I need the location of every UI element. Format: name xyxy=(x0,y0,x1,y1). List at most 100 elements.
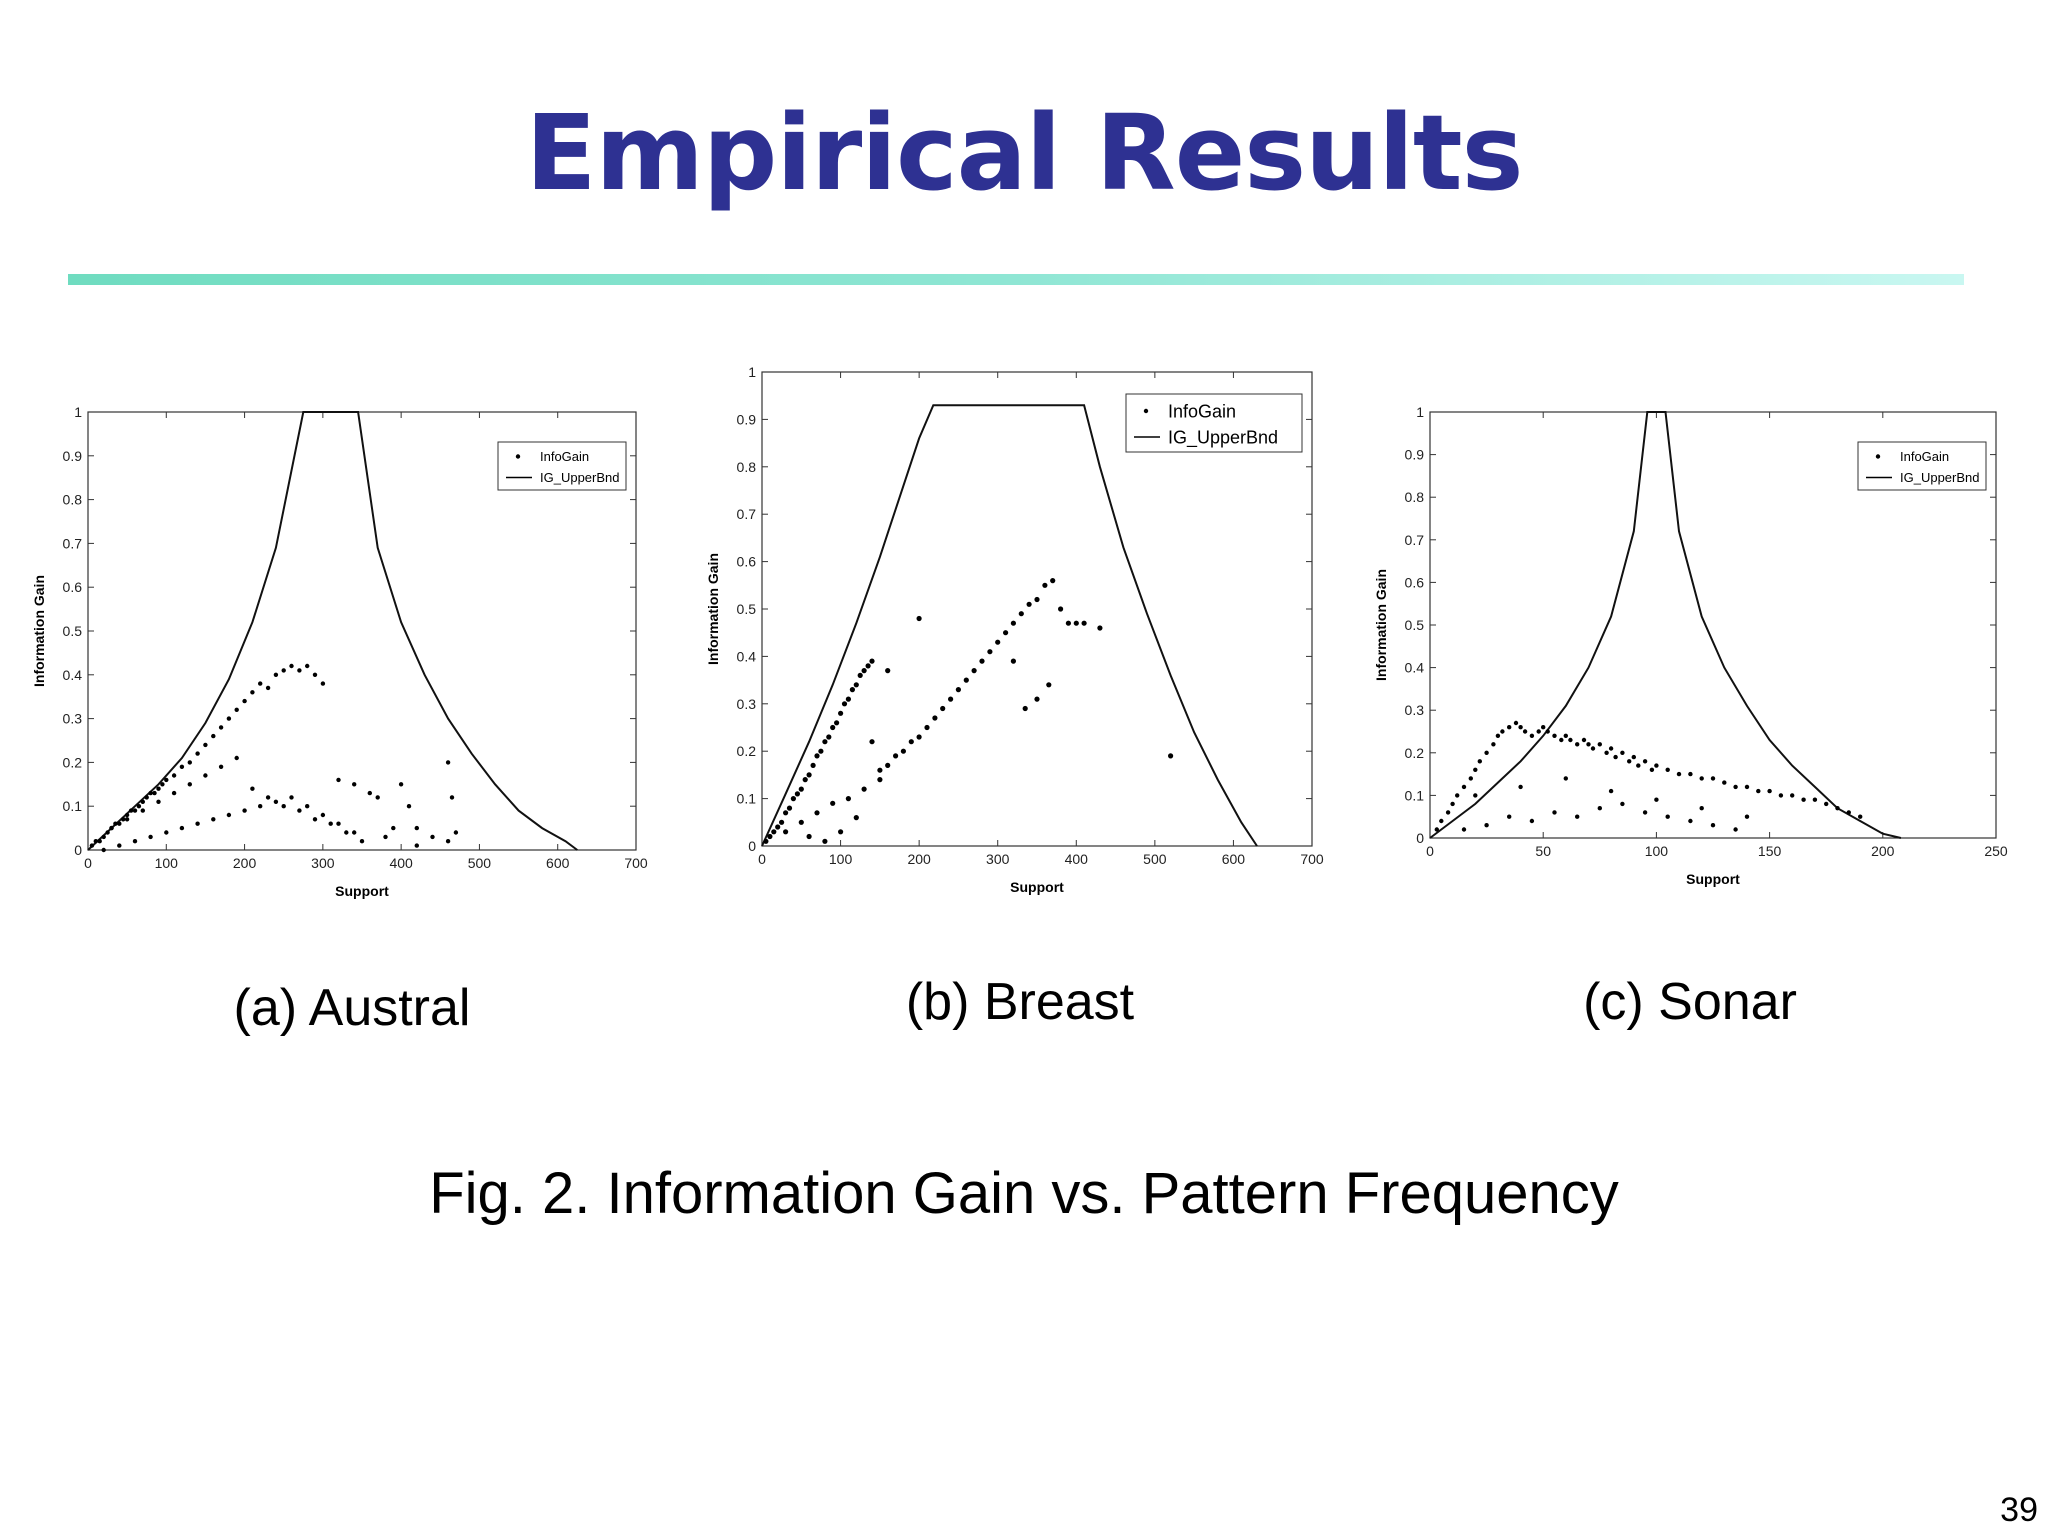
series-points-infogain xyxy=(763,578,1174,844)
data-point xyxy=(1627,759,1632,764)
x-tick-label: 600 xyxy=(1222,851,1246,867)
data-point xyxy=(445,760,451,765)
data-point xyxy=(297,668,302,673)
data-point xyxy=(109,825,114,831)
data-point xyxy=(1518,784,1523,790)
data-point xyxy=(1620,750,1625,755)
figure-caption: Fig. 2. Information Gain vs. Pattern Fre… xyxy=(429,1161,1619,1226)
data-point xyxy=(1034,596,1040,603)
data-point xyxy=(414,825,419,831)
x-tick-label: 250 xyxy=(1984,843,2008,859)
legend-label: InfoGain xyxy=(540,449,589,464)
data-point xyxy=(179,825,185,831)
data-point xyxy=(810,762,816,768)
legend-label: IG_UpperBnd xyxy=(1900,470,1980,485)
x-axis-label: Support xyxy=(1686,871,1740,887)
data-point xyxy=(344,830,349,835)
data-point xyxy=(841,701,848,707)
series-line-upper-bound xyxy=(1429,411,1902,839)
x-axis-label: Support xyxy=(335,883,389,899)
data-point xyxy=(1522,729,1528,734)
data-point xyxy=(877,777,883,783)
data-point xyxy=(1081,620,1087,626)
data-point xyxy=(763,838,769,844)
data-point xyxy=(1824,801,1829,807)
x-tick-label: 50 xyxy=(1535,843,1551,859)
data-point xyxy=(187,760,192,765)
data-point xyxy=(845,696,851,702)
data-point xyxy=(1710,776,1716,781)
data-point xyxy=(767,833,773,840)
data-point xyxy=(1744,814,1750,819)
data-point xyxy=(1559,737,1564,743)
data-point xyxy=(865,663,871,669)
data-point xyxy=(1767,788,1772,794)
x-tick-label: 400 xyxy=(389,855,413,871)
data-point xyxy=(1541,725,1546,730)
data-point xyxy=(273,672,279,677)
x-tick-label: 200 xyxy=(233,855,257,871)
data-point xyxy=(1688,771,1693,777)
data-point xyxy=(849,687,855,693)
y-tick-label: 0.5 xyxy=(63,623,83,639)
data-point xyxy=(845,796,851,802)
legend-box xyxy=(1125,393,1303,453)
legend-label: InfoGain xyxy=(1168,401,1236,421)
y-tick-label: 0.6 xyxy=(63,579,83,595)
y-tick-label: 0.6 xyxy=(737,554,757,570)
x-tick-label: 400 xyxy=(1065,851,1089,867)
data-point xyxy=(771,829,777,835)
data-point xyxy=(242,698,247,704)
data-point xyxy=(113,821,118,826)
data-point xyxy=(1688,818,1693,824)
data-point xyxy=(916,734,922,740)
data-point xyxy=(289,663,294,669)
legend-label: IG_UpperBnd xyxy=(540,470,620,485)
y-tick-label: 0.7 xyxy=(737,506,757,522)
data-point xyxy=(1450,801,1455,807)
data-point xyxy=(1676,771,1682,777)
data-point xyxy=(305,804,310,809)
data-point xyxy=(1699,806,1704,811)
data-point xyxy=(1642,759,1648,764)
data-point xyxy=(1568,737,1573,743)
data-point xyxy=(242,808,247,813)
x-tick-label: 700 xyxy=(1300,851,1324,867)
data-point xyxy=(1654,763,1659,768)
legend-box xyxy=(497,441,627,491)
data-point xyxy=(105,830,110,835)
data-point xyxy=(955,687,961,693)
data-point xyxy=(391,825,396,831)
data-point xyxy=(1790,793,1795,798)
data-point xyxy=(1597,806,1602,811)
data-point xyxy=(218,764,224,769)
slide-title: Empirical Results xyxy=(525,92,1524,214)
data-point xyxy=(250,786,255,791)
data-point xyxy=(1529,818,1535,824)
data-point xyxy=(352,782,357,787)
x-tick-label: 300 xyxy=(311,855,335,871)
data-point xyxy=(234,755,239,761)
data-point xyxy=(818,748,824,754)
data-point xyxy=(1552,733,1557,738)
data-point xyxy=(1590,746,1596,751)
y-tick-label: 0.2 xyxy=(1405,745,1425,761)
y-tick-label: 0.5 xyxy=(1405,617,1425,633)
x-tick-label: 100 xyxy=(829,851,853,867)
data-point xyxy=(1733,827,1738,832)
data-point xyxy=(258,804,263,809)
data-point xyxy=(963,677,969,683)
data-point xyxy=(336,777,341,783)
data-point xyxy=(940,705,946,712)
caption-austral: (a) Austral xyxy=(233,979,471,1037)
data-point xyxy=(258,681,263,686)
series-line-upper-bound xyxy=(87,411,578,851)
data-point xyxy=(305,663,310,669)
data-point xyxy=(132,808,138,813)
data-point xyxy=(857,672,863,678)
data-point xyxy=(1168,753,1174,759)
data-point xyxy=(806,772,812,778)
data-point xyxy=(144,795,149,800)
y-tick-label: 0 xyxy=(748,838,756,854)
data-point xyxy=(1495,733,1501,738)
